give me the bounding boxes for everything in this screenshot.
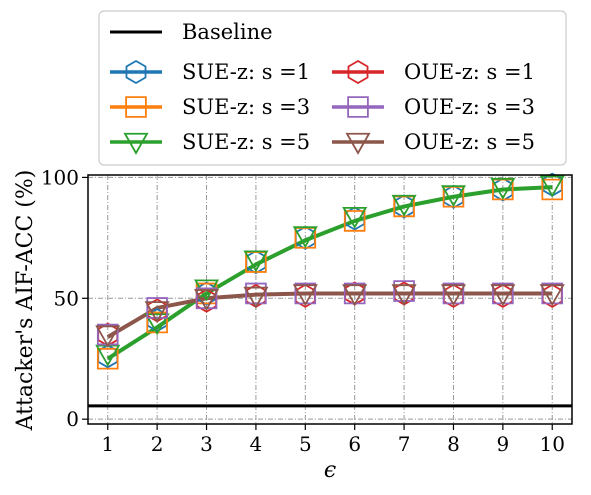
data-point (96, 323, 119, 346)
data-point (492, 282, 514, 305)
data-point (342, 284, 368, 307)
y-tick-label: 50 (54, 286, 79, 310)
data-point (294, 282, 317, 305)
x-tick-label: 6 (348, 432, 361, 456)
data-point (442, 282, 465, 305)
x-tick-label: 9 (496, 432, 509, 456)
legend-label: SUE-z: s =5 (182, 130, 310, 154)
legend-marker (345, 132, 371, 155)
data-point (195, 287, 218, 310)
data-point (292, 284, 318, 307)
legend-label: SUE-z: s =1 (182, 60, 310, 84)
legend-marker (347, 96, 369, 118)
x-ticks: 1 2 3 4 5 6 7 8 9 10 (101, 424, 565, 456)
data-point (391, 284, 417, 307)
legend-label: OUE-z: s =3 (404, 95, 535, 119)
markers (95, 172, 565, 370)
data-point (292, 226, 318, 249)
x-tick-label: 8 (447, 432, 460, 456)
data-point (144, 313, 170, 336)
legend-marker (125, 96, 147, 118)
trend-lines (106, 185, 553, 361)
x-tick-label: 3 (200, 432, 213, 456)
legend: Baseline SUE-z: s =1 SUE-z: s =3 SUE-z: s =… (98, 10, 567, 166)
legend-label: SUE-z: s =3 (182, 95, 310, 119)
data-point (393, 280, 415, 302)
data-point (144, 301, 170, 324)
y-tick-label: 100 (41, 165, 79, 189)
x-tick-label: 2 (151, 432, 164, 456)
data-point (342, 206, 368, 229)
data-point (95, 325, 121, 348)
data-point (146, 311, 168, 334)
x-tick-label: 10 (540, 432, 565, 456)
legend-marker (123, 132, 149, 155)
legend-marker (347, 59, 369, 85)
x-tick-label: 7 (398, 432, 411, 456)
legend-label: OUE-z: s =1 (404, 60, 535, 84)
data-point (343, 282, 366, 305)
data-point (490, 177, 516, 200)
data-point (243, 250, 269, 273)
data-point (193, 289, 220, 312)
trend-line (106, 185, 553, 361)
y-tick-label: 0 (66, 407, 79, 431)
y-ticks: 0 50 100 (41, 165, 88, 431)
data-point (539, 284, 565, 307)
data-point (440, 284, 467, 307)
data-point (245, 282, 267, 305)
legend-box (98, 10, 567, 166)
trend-line (106, 291, 553, 339)
data-point (539, 175, 565, 198)
data-point (243, 286, 269, 309)
legend-marker (125, 59, 147, 85)
y-axis-title: Attacker's AIF-ACC (%) (13, 170, 38, 432)
x-tick-label: 4 (250, 432, 263, 456)
data-point (96, 347, 119, 370)
data-point (391, 194, 417, 217)
legend-label: Baseline (182, 20, 273, 44)
legend-label: OUE-z: s =5 (404, 130, 535, 154)
data-point (490, 284, 516, 307)
data-point (440, 185, 467, 208)
data-point (343, 210, 366, 232)
plot-frame (87, 174, 573, 425)
x-tick-label: 1 (101, 432, 114, 456)
data-point (146, 297, 168, 319)
x-axis-title: ϵ (324, 458, 336, 483)
data-point (541, 282, 564, 305)
data-point (541, 178, 564, 201)
x-tick-label: 5 (299, 432, 312, 456)
